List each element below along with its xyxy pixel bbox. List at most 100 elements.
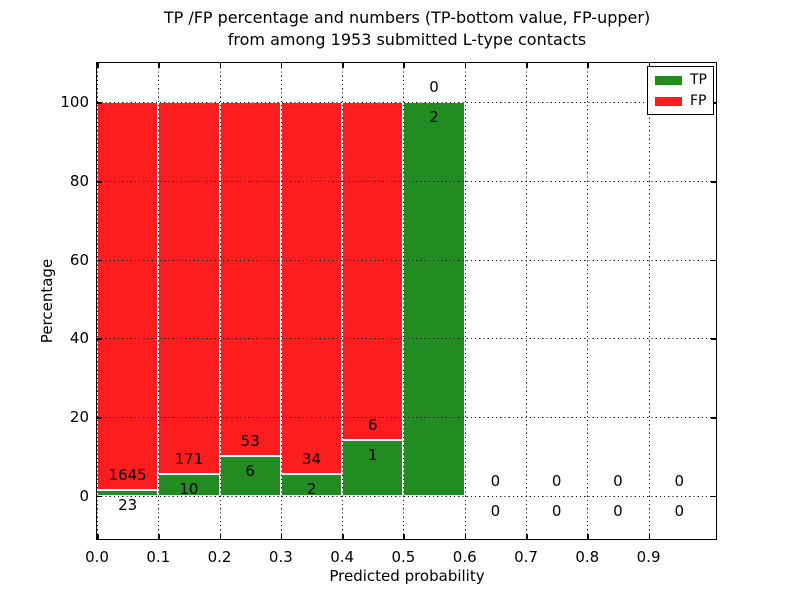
y-tick-right [711,338,716,340]
x-tick-bottom [158,534,160,539]
x-tick-label: 0.3 [268,548,293,566]
x-tick-top [403,63,405,68]
x-gridline [648,63,650,539]
x-tick-label: 0.2 [207,548,232,566]
x-tick-bottom [464,534,467,539]
y-tick-label: 60 [69,250,89,269]
x-axis-label: Predicted probability [329,567,485,585]
x-tick-label: 0.0 [85,548,109,566]
fp-count-label: 0 [429,78,439,97]
x-gridline [526,63,527,539]
x-gridline [587,63,589,539]
x-tick-top [219,63,222,68]
x-tick-top [97,63,99,68]
x-tick-top [648,63,651,68]
tp-legend-swatch [655,75,682,85]
x-tick-top [158,63,160,68]
tp-count-label: 0 [490,501,501,520]
y-gridline [97,181,716,183]
fp-count-label: 171 [174,449,204,468]
y-tick-label: 0 [79,486,89,505]
tp-count-label: 0 [674,501,684,520]
x-tick-bottom [526,534,528,539]
x-tick-label: 0.6 [452,548,477,566]
tp-count-label: 0 [613,501,623,520]
fp-bar-segment [158,102,220,474]
fp-count-label: 0 [490,471,501,490]
y-gridline [97,259,716,261]
fp-legend-swatch [655,96,682,106]
tp-legend-label: TP [690,72,707,88]
y-tick-right [711,495,716,498]
fp-bar-segment [280,102,343,474]
x-tick-label: 0.7 [514,548,538,566]
fp-count-label: 0 [674,471,684,490]
x-tick-bottom [97,534,99,539]
x-gridline [158,63,160,539]
y-tick-left [97,102,102,104]
fp-count-label: 1645 [108,466,147,485]
fp-count-label: 53 [240,431,260,450]
x-tick-top [280,63,283,68]
x-tick-label: 0.8 [575,548,600,566]
y-tick-left [97,338,102,340]
x-tick-top [342,63,344,68]
x-tick-label: 0.5 [391,548,416,566]
fp-count-label: 0 [613,471,623,490]
y-tick-right [711,417,716,419]
x-gridline [97,63,98,539]
tp-count-label: 23 [118,496,138,515]
tp-count-label: 6 [245,461,255,480]
fp-legend-label: FP [690,93,707,109]
x-tick-bottom [648,534,651,539]
y-tick-label: 80 [69,172,89,191]
legend: TP FP [647,66,714,115]
fp-count-label: 6 [368,415,378,434]
y-tick-left [97,181,102,183]
y-tick-left [97,259,102,262]
tp-bar-segment [403,102,465,496]
legend-entry-tp: TP [655,72,707,88]
x-tick-bottom [403,534,405,539]
chart-title: TP /FP percentage and numbers (TP-bottom… [97,7,717,51]
x-tick-top [526,63,528,68]
x-tick-top [464,63,467,68]
y-tick-label: 20 [69,408,89,427]
x-gridline [280,63,282,539]
fp-count-label: 34 [301,449,322,468]
x-tick-bottom [219,534,222,539]
x-tick-label: 0.4 [330,548,355,566]
x-tick-label: 0.1 [146,548,171,566]
y-gridline [97,495,716,497]
tp-count-label: 2 [306,479,317,498]
legend-entry-fp: FP [655,93,707,109]
tp-count-label: 1 [368,445,378,464]
x-gridline [403,63,405,539]
x-tick-top [587,63,589,68]
x-tick-bottom [280,534,283,539]
y-tick-left [97,495,102,498]
x-gridline [464,63,466,539]
tp-count-label: 10 [179,479,199,498]
fp-count-label: 0 [551,471,562,490]
x-gridline [342,63,344,539]
plot-area: 1645 23 171 10 53 6 34 2 6 1 0 2 0 0 0 0 0 0 0 0 TP FP [96,62,717,540]
fp-bar-segment [219,102,281,456]
tp-count-label: 0 [551,501,562,520]
x-tick-bottom [587,534,589,539]
tp-count-label: 2 [429,108,439,127]
y-gridline [97,417,716,419]
y-tick-left [97,417,102,419]
y-tick-right [711,181,716,183]
y-tick-right [711,259,716,262]
y-tick-label: 100 [60,93,89,112]
chart-title-line1: TP /FP percentage and numbers (TP-bottom… [163,8,651,27]
y-gridline [97,338,716,340]
fp-bar-segment [342,102,404,440]
x-tick-label: 0.9 [636,548,661,566]
y-gridline [97,102,716,104]
chart-title-line2: from among 1953 submitted L-type contact… [227,30,587,49]
x-gridline [219,63,221,539]
fp-bar-segment [97,102,159,491]
